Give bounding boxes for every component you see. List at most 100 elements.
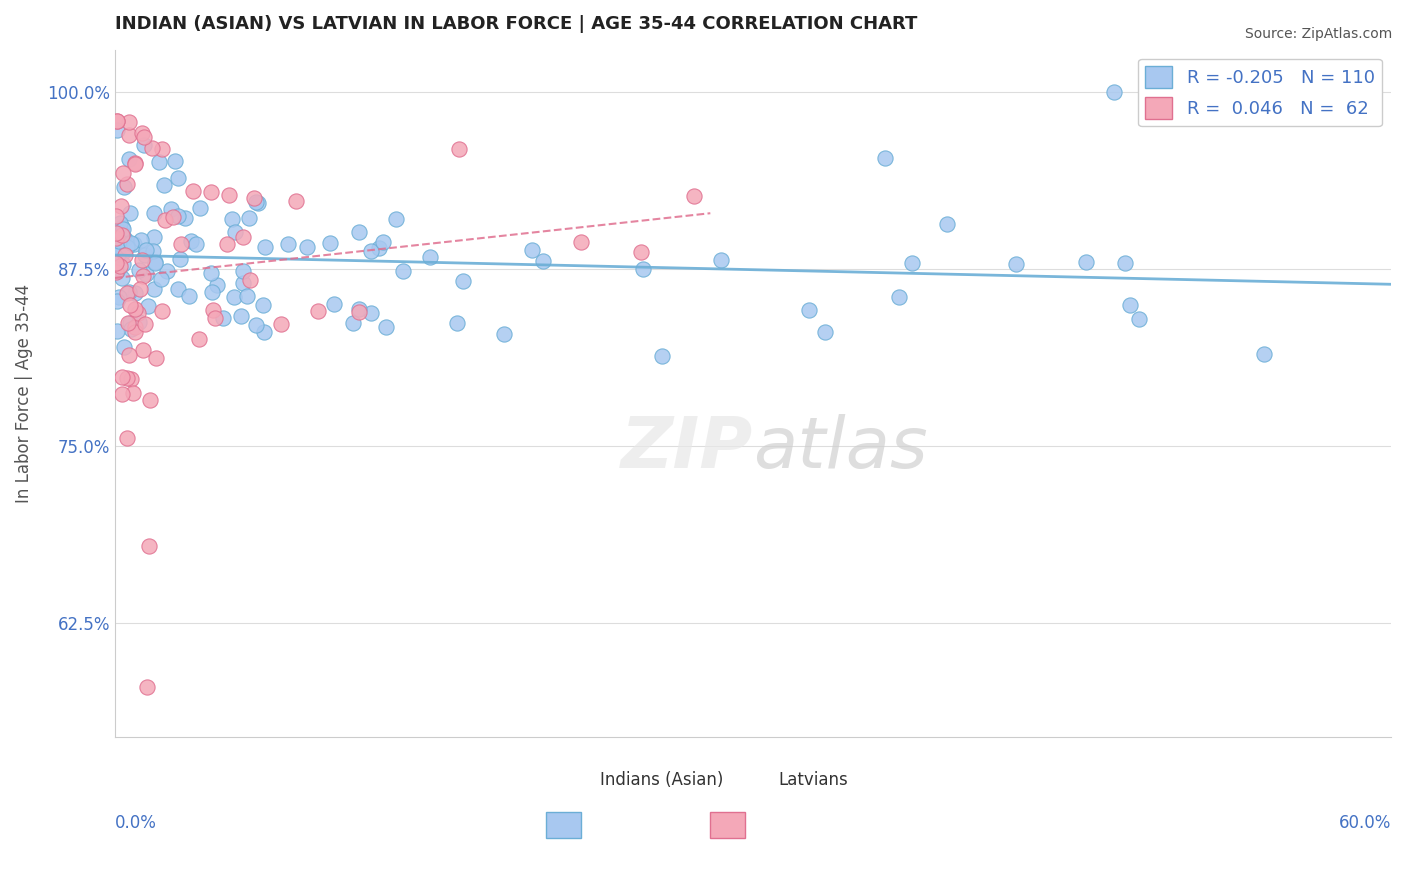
- Point: [179, 289, 201, 303]
- Point: [1128, 311, 1150, 326]
- Point: [110, 216, 132, 230]
- Point: [105, 122, 128, 136]
- Point: [120, 206, 142, 220]
- Point: [127, 306, 149, 320]
- Point: [124, 325, 146, 339]
- Point: [167, 171, 190, 186]
- Point: [110, 260, 132, 274]
- Point: [181, 184, 204, 198]
- Point: [111, 227, 134, 242]
- Point: [108, 290, 131, 304]
- Point: [104, 226, 127, 240]
- Point: [104, 256, 127, 270]
- Point: [112, 180, 135, 194]
- Point: [232, 277, 254, 291]
- Point: [128, 263, 150, 277]
- Point: [142, 230, 165, 244]
- Point: [148, 154, 170, 169]
- Point: [142, 206, 165, 220]
- Point: [494, 326, 516, 341]
- Point: [1104, 85, 1126, 99]
- Point: [169, 252, 191, 266]
- Point: [159, 202, 181, 217]
- Point: [118, 128, 141, 142]
- Point: [446, 316, 468, 330]
- Legend: R = -0.205   N = 110, R =  0.046   N =  62: R = -0.205 N = 110, R = 0.046 N = 62: [1137, 59, 1382, 127]
- Point: [117, 431, 139, 445]
- Point: [447, 142, 470, 156]
- Point: [200, 185, 222, 199]
- Point: [238, 211, 260, 225]
- Point: [202, 303, 225, 318]
- Point: [360, 306, 382, 320]
- Y-axis label: In Labor Force | Age 35-44: In Labor Force | Age 35-44: [15, 284, 32, 503]
- Point: [253, 240, 276, 254]
- Point: [135, 680, 157, 694]
- Point: [105, 231, 128, 245]
- Point: [232, 229, 254, 244]
- Point: [107, 234, 129, 248]
- Point: [236, 289, 259, 303]
- Point: [112, 244, 135, 259]
- Point: [139, 393, 162, 408]
- Point: [205, 278, 228, 293]
- Point: [138, 540, 160, 554]
- Point: [297, 240, 319, 254]
- Point: [1114, 255, 1136, 269]
- Point: [375, 320, 398, 334]
- Point: [270, 317, 292, 331]
- Point: [631, 261, 654, 276]
- Point: [111, 271, 134, 285]
- Point: [212, 311, 235, 326]
- Point: [204, 311, 226, 326]
- Point: [114, 248, 136, 262]
- Point: [105, 293, 128, 308]
- Point: [253, 325, 276, 339]
- Point: [141, 141, 163, 155]
- Point: [112, 340, 135, 354]
- Point: [360, 244, 382, 258]
- Point: [104, 209, 127, 223]
- Point: [231, 310, 253, 324]
- Point: [145, 351, 167, 365]
- Point: [115, 286, 138, 301]
- Point: [451, 274, 474, 288]
- Point: [200, 266, 222, 280]
- Point: [224, 225, 246, 239]
- Point: [143, 254, 166, 268]
- Point: [188, 201, 211, 215]
- Point: [128, 315, 150, 329]
- Point: [111, 230, 134, 244]
- Point: [115, 178, 138, 192]
- Point: [131, 126, 153, 140]
- Point: [368, 242, 391, 256]
- Point: [887, 290, 910, 304]
- Point: [252, 298, 274, 312]
- Point: [134, 317, 156, 331]
- Point: [118, 348, 141, 362]
- Point: [124, 157, 146, 171]
- Point: [110, 199, 132, 213]
- Point: [221, 212, 243, 227]
- Point: [118, 115, 141, 129]
- Text: Indians (Asian): Indians (Asian): [600, 771, 723, 789]
- Point: [284, 194, 307, 209]
- Point: [124, 320, 146, 334]
- Point: [105, 264, 128, 278]
- Point: [117, 240, 139, 254]
- Point: [385, 211, 408, 226]
- Point: [129, 233, 152, 247]
- Point: [318, 235, 340, 250]
- Point: [105, 325, 128, 339]
- Point: [347, 225, 370, 239]
- Point: [124, 301, 146, 316]
- Text: Source: ZipAtlas.com: Source: ZipAtlas.com: [1244, 27, 1392, 41]
- Point: [118, 152, 141, 166]
- Point: [124, 156, 146, 170]
- Point: [118, 297, 141, 311]
- Point: [105, 113, 128, 128]
- Point: [111, 219, 134, 234]
- Point: [174, 211, 197, 226]
- Point: [522, 243, 544, 257]
- Point: [134, 129, 156, 144]
